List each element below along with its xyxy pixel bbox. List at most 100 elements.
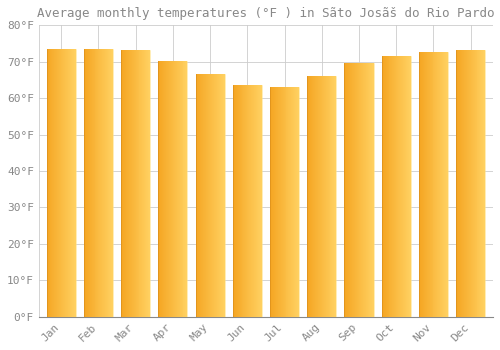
Bar: [468, 50, 469, 317]
Bar: [138, 50, 140, 317]
Bar: [132, 50, 134, 317]
Bar: [85, 49, 86, 317]
Bar: [164, 61, 165, 317]
Bar: [278, 87, 280, 317]
Bar: [443, 52, 444, 317]
Bar: [480, 50, 482, 317]
Bar: [121, 50, 122, 317]
Bar: [52, 49, 54, 317]
Bar: [372, 63, 374, 317]
Bar: [126, 50, 127, 317]
Bar: [404, 56, 405, 317]
Bar: [111, 49, 112, 317]
Bar: [212, 75, 213, 317]
Bar: [104, 49, 105, 317]
Bar: [350, 63, 352, 317]
Bar: [465, 50, 466, 317]
Bar: [409, 56, 410, 317]
Bar: [65, 49, 66, 317]
Bar: [186, 61, 188, 317]
Bar: [214, 75, 215, 317]
Bar: [354, 63, 355, 317]
Bar: [284, 87, 286, 317]
Bar: [182, 61, 184, 317]
Bar: [368, 63, 370, 317]
Bar: [200, 75, 202, 317]
Bar: [175, 61, 176, 317]
Bar: [386, 56, 388, 317]
Bar: [317, 76, 318, 317]
Bar: [370, 63, 372, 317]
Bar: [105, 49, 106, 317]
Bar: [215, 75, 216, 317]
Bar: [476, 50, 478, 317]
Bar: [276, 87, 277, 317]
Bar: [142, 50, 144, 317]
Bar: [106, 49, 107, 317]
Bar: [332, 76, 334, 317]
Bar: [96, 49, 98, 317]
Bar: [405, 56, 406, 317]
Bar: [401, 56, 402, 317]
Bar: [428, 52, 430, 317]
Bar: [260, 85, 261, 317]
Bar: [421, 52, 422, 317]
Bar: [441, 52, 442, 317]
Bar: [123, 50, 124, 317]
Bar: [458, 50, 459, 317]
Bar: [127, 50, 128, 317]
Bar: [365, 63, 366, 317]
Bar: [296, 87, 297, 317]
Bar: [320, 76, 321, 317]
Bar: [147, 50, 148, 317]
Bar: [204, 75, 205, 317]
Bar: [174, 61, 175, 317]
Bar: [146, 50, 147, 317]
Bar: [171, 61, 172, 317]
Bar: [249, 85, 250, 317]
Bar: [321, 76, 322, 317]
Bar: [219, 75, 220, 317]
Bar: [258, 85, 259, 317]
Bar: [288, 87, 290, 317]
Bar: [233, 85, 234, 317]
Bar: [168, 61, 169, 317]
Bar: [248, 85, 249, 317]
Bar: [361, 63, 362, 317]
Bar: [346, 63, 348, 317]
Bar: [206, 75, 207, 317]
Bar: [359, 63, 360, 317]
Bar: [355, 63, 356, 317]
Bar: [184, 61, 186, 317]
Bar: [280, 87, 281, 317]
Bar: [434, 52, 436, 317]
Bar: [69, 49, 70, 317]
Bar: [314, 76, 315, 317]
Bar: [406, 56, 407, 317]
Bar: [328, 76, 330, 317]
Bar: [462, 50, 463, 317]
Bar: [169, 61, 170, 317]
Bar: [166, 61, 167, 317]
Bar: [315, 76, 316, 317]
Bar: [438, 52, 440, 317]
Bar: [216, 75, 217, 317]
Bar: [130, 50, 131, 317]
Bar: [472, 50, 474, 317]
Bar: [198, 75, 200, 317]
Bar: [110, 49, 111, 317]
Bar: [210, 75, 211, 317]
Bar: [108, 49, 109, 317]
Bar: [470, 50, 472, 317]
Bar: [367, 63, 368, 317]
Bar: [318, 76, 319, 317]
Bar: [478, 50, 480, 317]
Bar: [319, 76, 320, 317]
Bar: [202, 75, 203, 317]
Bar: [253, 85, 254, 317]
Bar: [394, 56, 396, 317]
Bar: [356, 63, 357, 317]
Bar: [425, 52, 426, 317]
Bar: [388, 56, 390, 317]
Bar: [71, 49, 72, 317]
